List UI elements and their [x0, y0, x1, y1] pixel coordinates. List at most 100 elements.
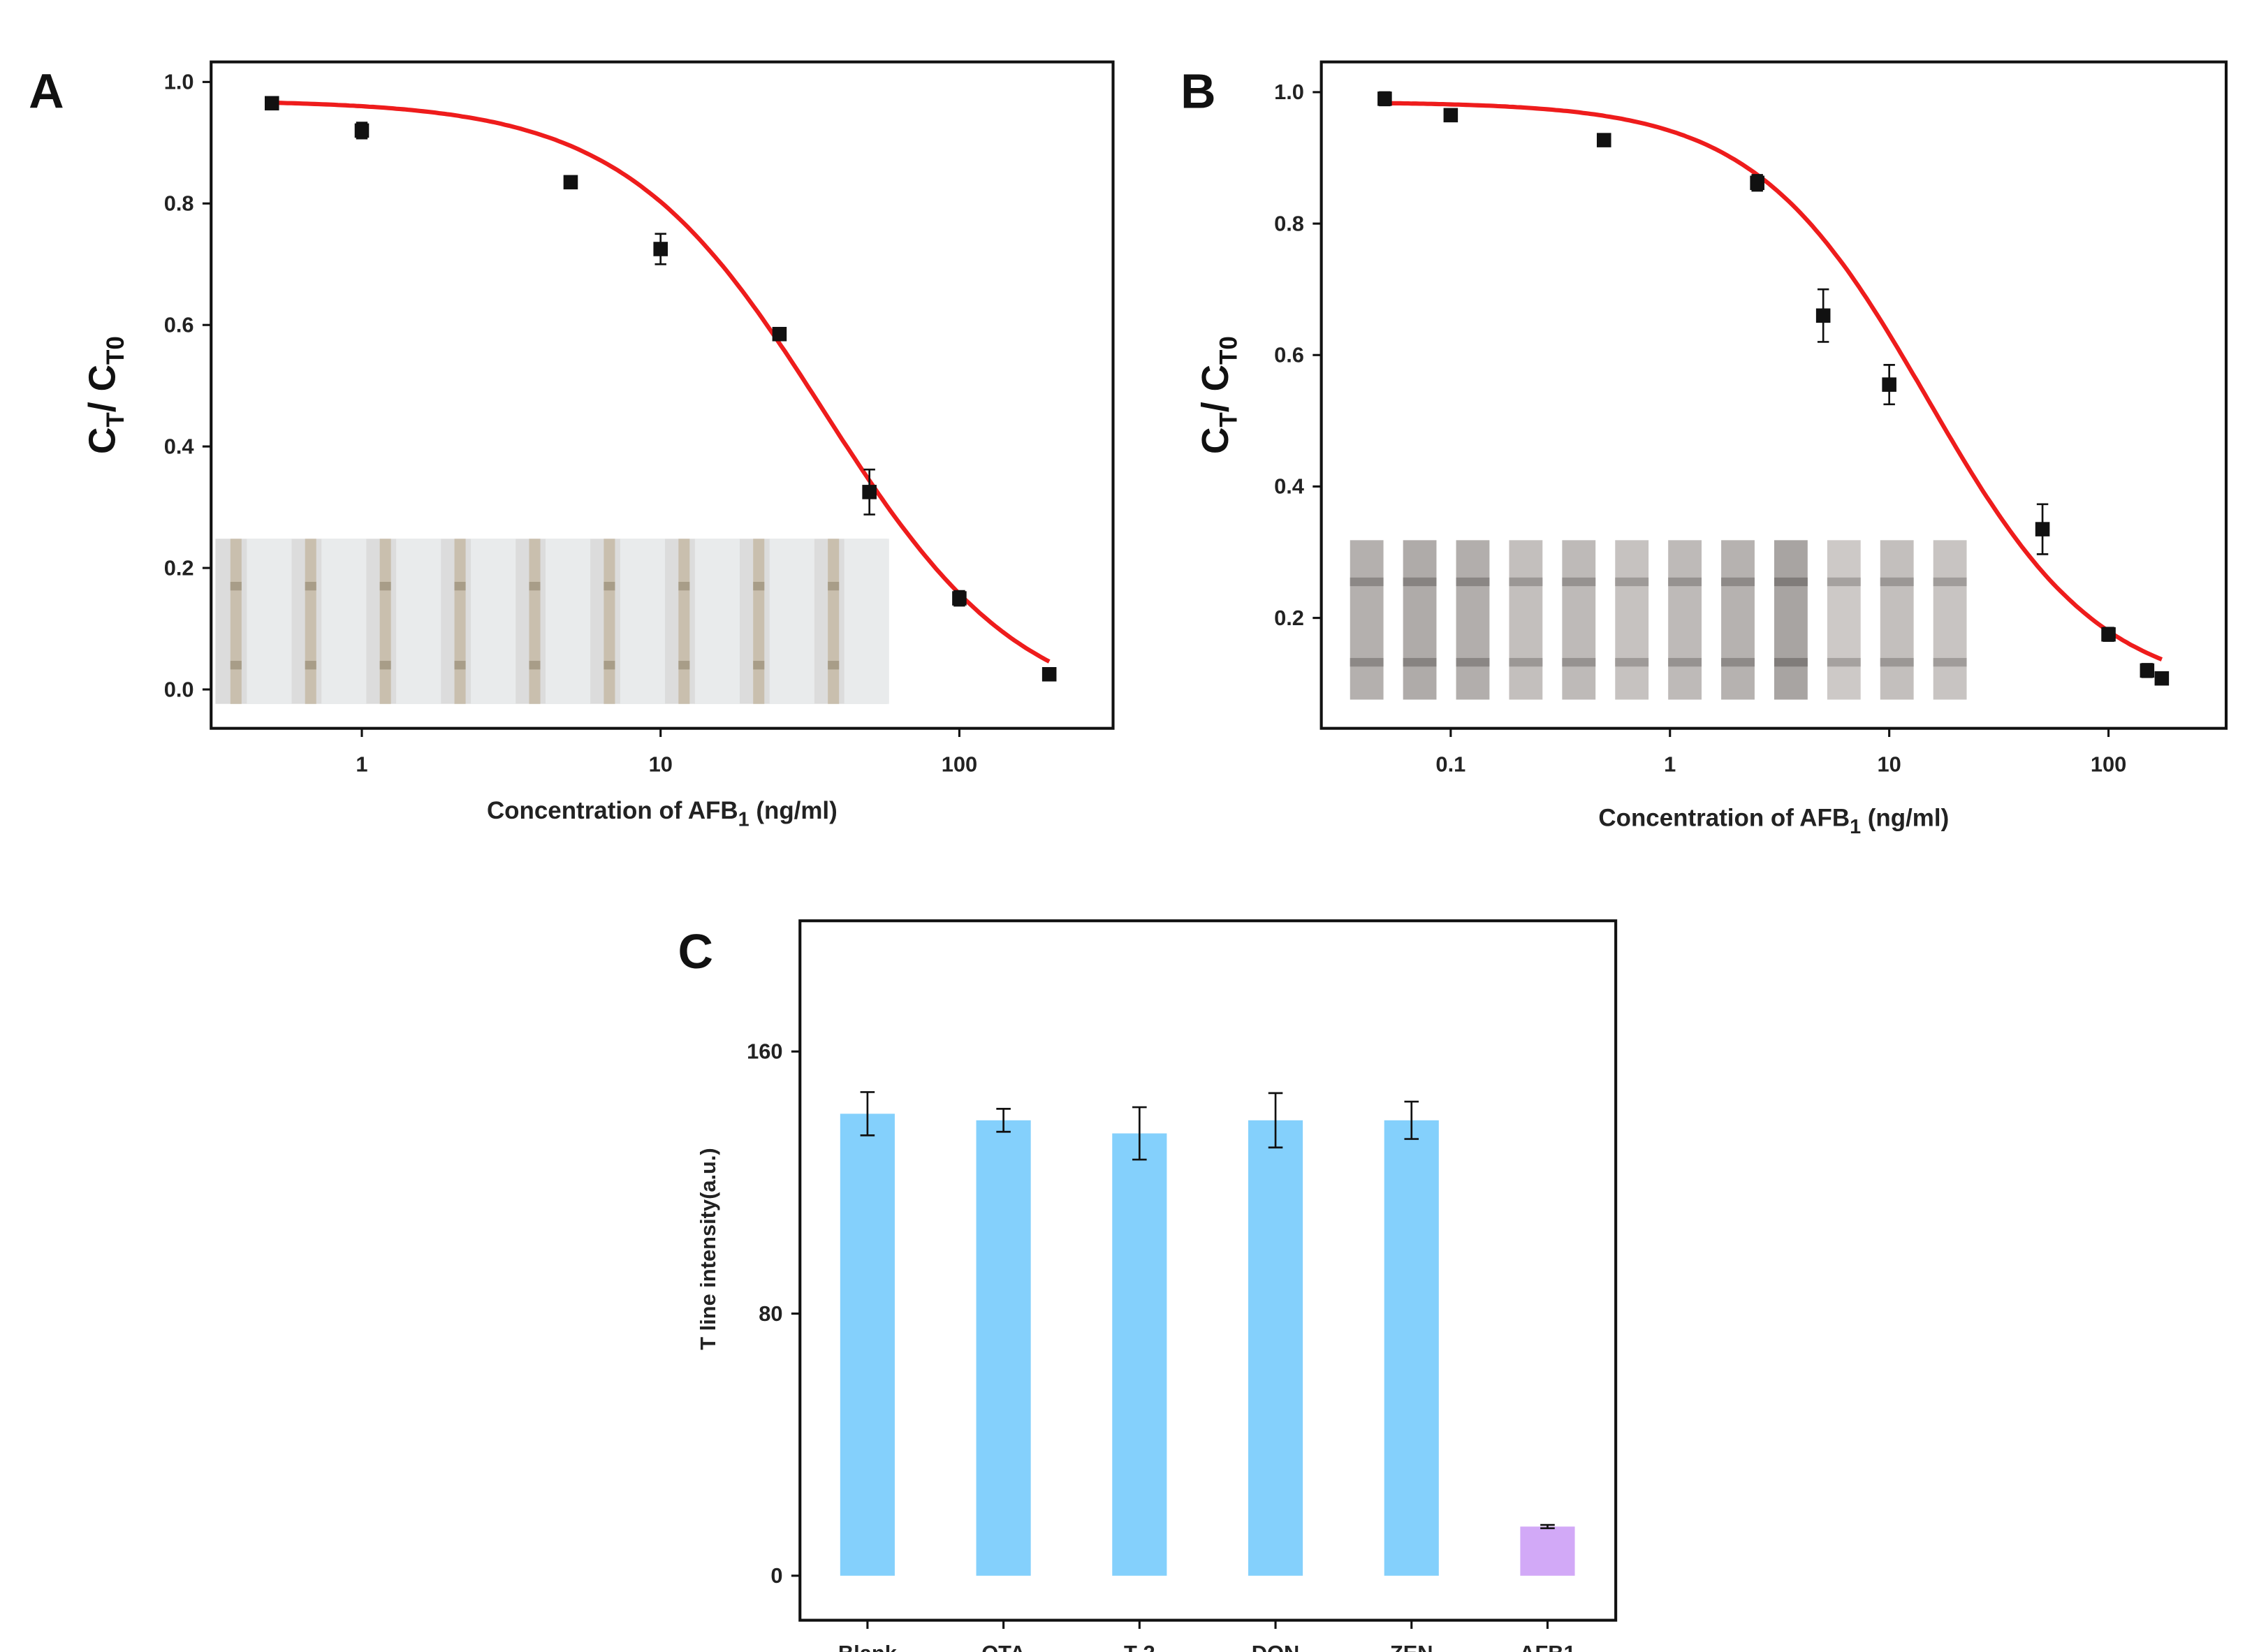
y-label-sub: T [1215, 412, 1242, 427]
control-line [678, 581, 690, 591]
plot-frame [1319, 60, 2228, 730]
x-tick-label: OTA [981, 1641, 1025, 1652]
data-point [1750, 174, 1764, 192]
y-label-c: C [1195, 427, 1236, 455]
data-point [1815, 288, 1831, 343]
data-point [2101, 627, 2116, 642]
y-axis-label: T line intensity(a.u.) [696, 1148, 720, 1350]
x-axis-label: Concentration of AFB1 (ng/ml) [487, 797, 838, 831]
x-tick-label: 1 [356, 752, 367, 776]
fit-curve [1384, 101, 2163, 661]
data-point [1041, 667, 1057, 682]
point-marker [1750, 175, 1764, 191]
point-marker [1041, 667, 1057, 682]
strip-membrane [694, 539, 740, 704]
point-marker [563, 175, 578, 190]
panel-letter: C [678, 924, 712, 979]
test-strip [1933, 540, 1967, 700]
point-marker [1882, 377, 1896, 392]
test-line [753, 661, 765, 670]
y-tick-label: 0.4 [1274, 474, 1304, 499]
test-line [1668, 657, 1702, 667]
data-point [862, 468, 877, 516]
strip-membrane [545, 539, 591, 704]
test-strip [1721, 540, 1755, 700]
panel-b: B 0.2 0.4 0.6 0.8 1.0 0.1 1 10 100 Concentration o… [1180, 60, 2228, 838]
test-strip [454, 539, 466, 704]
point-marker [2154, 671, 2170, 686]
point-marker [653, 242, 668, 256]
test-strip [753, 539, 765, 704]
x-tick-label: AFB1 [1519, 1641, 1576, 1652]
panel-letter: B [1180, 64, 1215, 118]
panel-a: A 0.0 0.2 0.4 0.6 0.8 1.0 1 10 100 Concentration o… [29, 60, 1115, 831]
x-tick-label: 0.1 [1435, 752, 1465, 776]
point-marker [772, 326, 787, 342]
bar-group [1112, 1106, 1167, 1576]
test-line [305, 661, 316, 670]
point-marker [2140, 663, 2155, 678]
test-strip [230, 539, 242, 704]
control-line [1668, 577, 1702, 587]
control-line [379, 581, 391, 591]
control-line [1880, 577, 1914, 587]
bar [1520, 1526, 1575, 1576]
x-tick-label: DON [1252, 1641, 1300, 1652]
data-point [1377, 91, 1392, 107]
x-tick-label: T-2 [1124, 1641, 1155, 1652]
data-point [952, 590, 967, 607]
y-tick-label: 0.2 [1274, 606, 1304, 630]
test-line [454, 661, 466, 670]
control-line [305, 581, 316, 591]
x-tick-label: ZEN [1390, 1641, 1433, 1652]
point-marker [1815, 308, 1831, 323]
point-marker [862, 485, 877, 499]
test-line [1562, 657, 1596, 667]
x-tick-label: 100 [2091, 752, 2126, 776]
test-strip [1668, 540, 1702, 700]
test-strip [1880, 540, 1914, 700]
point-marker [354, 123, 370, 138]
test-strip [678, 539, 690, 704]
y-label-c: C [82, 427, 123, 455]
test-line [529, 661, 541, 670]
y-axis-label: CT/ CT0 [82, 336, 129, 454]
test-strip [1509, 540, 1543, 700]
x-axis-label: Concentration of AFB1 (ng/ml) [1598, 805, 1949, 838]
strip-membrane [247, 539, 292, 704]
strip-membrane [844, 539, 889, 704]
y-tick-label: 0.8 [164, 191, 194, 216]
data-point [354, 122, 370, 140]
test-line [604, 661, 615, 670]
strip-membrane [396, 539, 441, 704]
test-line [1827, 657, 1861, 667]
y-tick-label: 0.4 [164, 434, 194, 458]
test-line [1615, 657, 1649, 667]
control-line [1615, 577, 1649, 587]
point-marker [1377, 92, 1392, 106]
point-marker [264, 96, 279, 111]
bar-group [1248, 1092, 1303, 1576]
y-tick-label: 80 [759, 1301, 782, 1326]
control-line [1562, 577, 1596, 587]
bar-group [840, 1091, 895, 1576]
bar-group [1520, 1523, 1575, 1576]
data-point [563, 175, 578, 190]
y-tick-label: 0.6 [164, 312, 194, 337]
control-line [1403, 577, 1437, 587]
control-line [828, 581, 840, 591]
bar-group [1384, 1100, 1439, 1576]
test-line [230, 661, 242, 670]
test-line [1456, 657, 1490, 667]
data-point [653, 233, 668, 265]
control-line [1933, 577, 1967, 587]
test-line [678, 661, 690, 670]
test-line [1509, 657, 1543, 667]
control-line [454, 581, 466, 591]
y-label-c: / C [1195, 365, 1236, 412]
test-strip-inset-image [1350, 540, 1967, 700]
x-tick-label: Blank [838, 1641, 898, 1652]
plot-frame [798, 919, 1618, 1622]
y-tick-label: 0 [770, 1563, 782, 1588]
